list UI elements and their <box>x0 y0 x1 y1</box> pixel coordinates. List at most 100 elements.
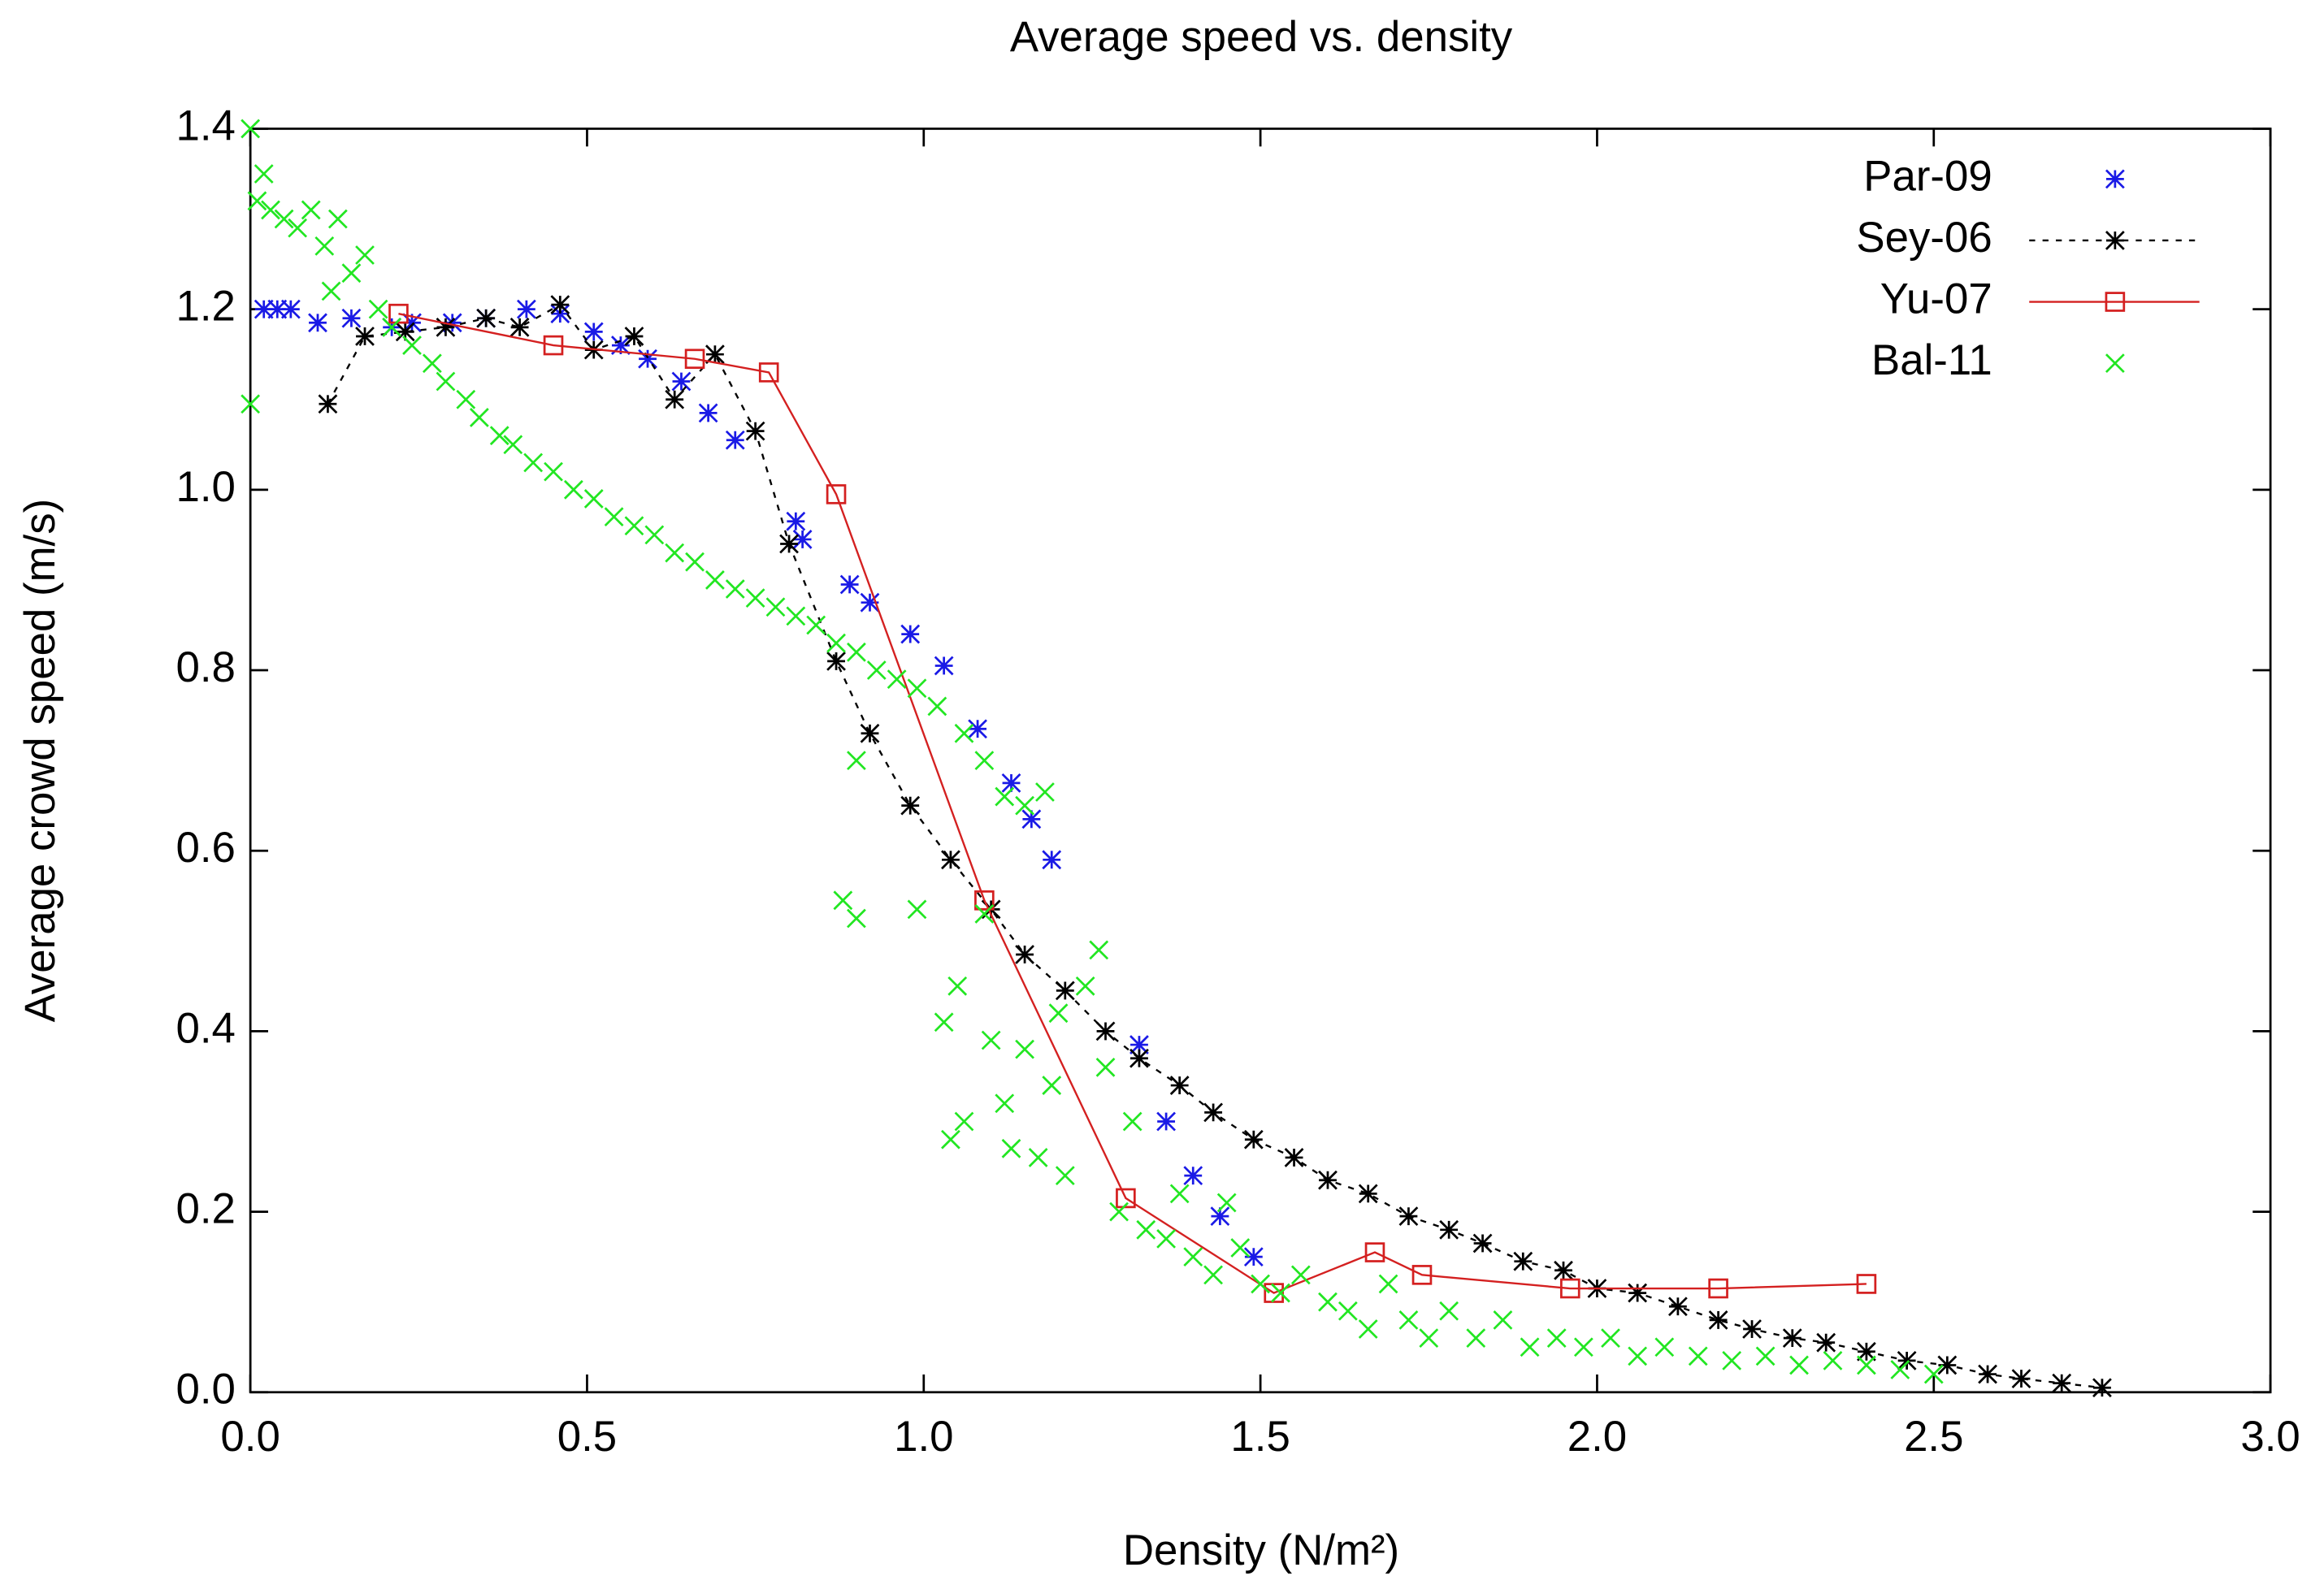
marker-cross <box>1857 1355 1876 1375</box>
marker-asterisk <box>665 389 685 409</box>
marker-cross <box>974 904 995 924</box>
marker-cross <box>422 353 442 374</box>
marker-cross <box>274 209 294 229</box>
marker-asterisk <box>900 795 921 816</box>
marker-asterisk <box>698 403 718 423</box>
y-tick-label: 0.6 <box>176 824 236 872</box>
marker-cross <box>974 751 995 771</box>
marker-cross <box>1290 1265 1311 1285</box>
marker-cross <box>583 489 604 509</box>
marker-cross <box>247 191 267 211</box>
marker-cross <box>1271 1283 1290 1303</box>
marker-cross <box>402 336 422 355</box>
marker-cross <box>456 389 476 409</box>
marker-asterisk <box>1169 1076 1190 1095</box>
marker-asterisk <box>395 322 415 342</box>
marker-cross <box>1628 1346 1648 1366</box>
marker-square <box>1708 1278 1728 1299</box>
marker-cross <box>1230 1238 1251 1258</box>
marker-cross <box>1573 1337 1593 1357</box>
marker-cross <box>954 723 974 743</box>
marker-asterisk <box>705 344 725 365</box>
marker-cross <box>1338 1301 1358 1321</box>
marker-cross <box>1001 1138 1021 1158</box>
marker-asterisk <box>1055 981 1075 1001</box>
marker-square <box>1560 1278 1580 1299</box>
marker-cross <box>927 696 947 717</box>
marker-square <box>974 890 995 911</box>
marker-cross <box>665 543 685 563</box>
marker-asterisk <box>341 308 362 328</box>
marker-cross <box>1048 1003 1069 1024</box>
marker-cross <box>503 435 523 455</box>
marker-asterisk <box>671 371 692 392</box>
marker-cross <box>725 579 745 599</box>
marker-asterisk <box>934 656 954 676</box>
marker-cross <box>1923 1364 1944 1384</box>
marker-asterisk <box>1937 1355 1958 1375</box>
marker-cross <box>469 408 489 427</box>
y-tick-label: 0.0 <box>176 1366 236 1414</box>
marker-asterisk <box>1667 1297 1688 1317</box>
marker-asterisk <box>1243 1247 1264 1267</box>
marker-cross <box>1089 940 1109 960</box>
marker-cross <box>1318 1292 1338 1312</box>
marker-cross <box>1654 1337 1675 1357</box>
y-tick-label: 0.8 <box>176 643 236 691</box>
marker-asterisk <box>1042 850 1062 870</box>
marker-cross <box>941 1129 960 1150</box>
legend-marker <box>2105 292 2126 312</box>
marker-asterisk <box>860 592 880 613</box>
marker-cross <box>523 452 544 473</box>
marker-asterisk <box>280 299 301 319</box>
y-tick-label: 1.4 <box>176 102 236 149</box>
marker-asterisk <box>442 313 462 333</box>
marker-asterisk <box>725 430 745 450</box>
marker-asterisk <box>826 652 846 671</box>
marker-asterisk <box>968 719 987 739</box>
marker-cross <box>604 507 624 527</box>
marker-cross <box>382 317 402 337</box>
x-tick-label: 1.0 <box>894 1413 953 1461</box>
marker-asterisk <box>941 850 960 870</box>
marker-asterisk <box>509 317 530 337</box>
x-tick-label: 0.0 <box>220 1413 280 1461</box>
y-axis-label: Average crowd speed (m/s) <box>16 499 64 1023</box>
marker-asterisk <box>1513 1251 1533 1271</box>
marker-cross <box>368 299 388 319</box>
marker-asterisk <box>1284 1148 1304 1167</box>
marker-asterisk <box>1129 1048 1149 1068</box>
marker-cross <box>934 1012 954 1033</box>
marker-asterisk <box>476 308 496 328</box>
marker-asterisk <box>436 317 456 337</box>
marker-asterisk <box>1001 773 1021 793</box>
marker-cross <box>833 890 853 911</box>
marker-cross <box>1075 976 1095 996</box>
series-line <box>327 303 2103 1389</box>
marker-asterisk <box>267 299 288 319</box>
x-tick-label: 3.0 <box>2240 1413 2300 1461</box>
marker-cross <box>1520 1337 1540 1357</box>
marker-asterisk <box>1210 1206 1230 1227</box>
marker-asterisk <box>2052 1373 2072 1393</box>
marker-asterisk <box>1816 1332 1836 1353</box>
marker-asterisk <box>1095 1021 1116 1041</box>
marker-cross <box>907 899 927 920</box>
legend-label: Sey-06 <box>1856 214 1992 262</box>
marker-cross <box>954 1111 974 1132</box>
marker-asterisk <box>516 299 536 319</box>
chart-title: Average speed vs. density <box>1010 13 1513 61</box>
marker-cross <box>1358 1319 1378 1339</box>
marker-cross <box>1601 1328 1620 1349</box>
y-tick-label: 1.0 <box>176 463 236 511</box>
marker-cross <box>1789 1355 1809 1375</box>
marker-asterisk <box>1472 1233 1493 1253</box>
marker-cross <box>489 426 509 446</box>
marker-cross <box>624 516 644 536</box>
marker-cross <box>1136 1219 1156 1240</box>
marker-asterisk <box>839 574 860 595</box>
marker-asterisk <box>308 313 327 333</box>
marker-asterisk <box>786 511 806 531</box>
marker-cross <box>866 660 887 680</box>
marker-cross <box>1688 1346 1708 1366</box>
